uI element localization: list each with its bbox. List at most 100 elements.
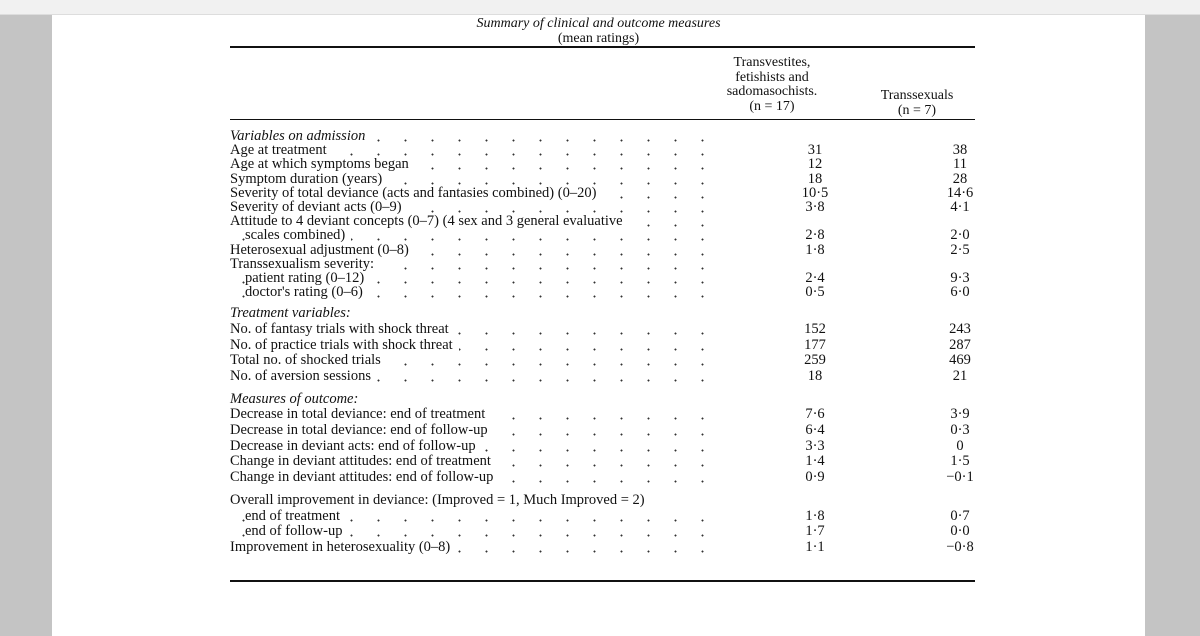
- row-label: Change in deviant attitudes: end of foll…: [230, 469, 500, 486]
- value-transvestites: 259: [804, 352, 826, 369]
- table-row: Age at treatment 31 38: [230, 142, 975, 159]
- row-label: Total no. of shocked trials: [230, 353, 387, 370]
- column-header-transvestites: Transvestites, fetishists and sadomasoch…: [702, 55, 842, 114]
- value-transsexuals: 3·9: [950, 406, 970, 423]
- table-row: Decrease in total deviance: end of follo…: [230, 422, 975, 439]
- viewer-toolbar: [0, 0, 1200, 15]
- row-label: No. of fantasy trials with shock threat: [230, 321, 455, 338]
- row-label: patient rating (0–12): [245, 271, 371, 285]
- row-label: Improvement in heterosexuality (0–8): [230, 539, 457, 556]
- table-row: No. of fantasy trials with shock threat 1…: [230, 320, 975, 338]
- table-row: Decrease in total deviance: end of treat…: [230, 406, 975, 424]
- value-transsexuals: 0: [956, 437, 964, 454]
- table-body: Variables on admission Age at treatment 31…: [230, 129, 975, 556]
- value-transsexuals: 243: [949, 320, 971, 337]
- table-row: Total no. of shocked trials 259 469: [230, 352, 975, 370]
- value-transvestites: 177: [804, 336, 826, 353]
- value-transsexuals: 38: [952, 142, 968, 159]
- row-label: No. of aversion sessions: [230, 368, 377, 385]
- section-heading-text: Variables on admission: [230, 129, 372, 143]
- top-rule: [230, 46, 975, 48]
- value-transvestites: 6·4: [805, 422, 825, 439]
- table-row: No. of aversion sessions 18 21: [230, 368, 975, 385]
- bottom-rule: [230, 580, 975, 582]
- row-label: Change in deviant attitudes: end of trea…: [230, 454, 497, 471]
- table-row: end of follow-up 1·7 0·0: [230, 523, 975, 540]
- table-row: end of treatment 1·8 0·7: [230, 507, 975, 525]
- section-heading: Treatment variables:: [230, 306, 975, 322]
- value-transsexuals: 0·7: [950, 507, 970, 524]
- table-row: Overall improvement in deviance: (Improv…: [230, 492, 975, 509]
- dot-leader: [230, 508, 705, 525]
- table-row: Transsexualism severity:: [230, 256, 975, 271]
- value-transsexuals: 14·6: [946, 184, 974, 201]
- header-line: Transvestites,: [733, 55, 811, 70]
- value-transsexuals: 28: [952, 170, 968, 187]
- value-transvestites: 10·5: [801, 184, 829, 201]
- table-row: Decrease in deviant acts: end of follow-…: [230, 438, 975, 455]
- value-transsexuals: 0·3: [950, 422, 970, 439]
- section-heading: Measures of outcome:: [230, 391, 975, 408]
- table-row: Severity of deviant acts (0–9) 3·8 4·1: [230, 200, 975, 214]
- table-subtitle: (mean ratings): [557, 31, 640, 46]
- table-row: scales combined) 2·8 2·0: [230, 228, 975, 243]
- value-transvestites: 18: [807, 368, 823, 384]
- row-label: No. of practice trials with shock threat: [230, 337, 459, 354]
- row-label: Overall improvement in deviance: (Improv…: [230, 492, 651, 509]
- table-title: Summary of clinical and outcome measures: [476, 16, 721, 31]
- value-transsexuals: 21: [952, 368, 968, 384]
- table-row: Age at which symptoms began 12 11: [230, 156, 975, 173]
- row-label: Transsexualism severity:: [230, 256, 381, 271]
- value-transvestites: 1·7: [805, 523, 825, 540]
- value-transsexuals: 1·5: [950, 453, 970, 470]
- value-transvestites: 12: [807, 156, 823, 173]
- value-transvestites: 31: [807, 142, 823, 159]
- value-transvestites: 18: [807, 170, 823, 187]
- value-transsexuals: 2·5: [950, 241, 970, 258]
- row-label: Severity of deviant acts (0–9): [230, 200, 408, 214]
- row-label: Severity of total deviance (acts and fan…: [230, 185, 603, 200]
- table-row: patient rating (0–12) 2·4 9·3: [230, 271, 975, 285]
- value-transvestites: 3·8: [805, 198, 825, 215]
- table-row: doctor's rating (0–6) 0·5 6·0: [230, 285, 975, 299]
- document-page: Summary of clinical and outcome measures…: [52, 15, 1145, 636]
- value-transsexuals: 11: [953, 156, 967, 173]
- table-row: Improvement in heterosexuality (0–8) 1·1 −…: [230, 538, 975, 556]
- value-transsexuals: 0·0: [950, 523, 970, 540]
- value-transvestites: 1·1: [805, 538, 825, 555]
- header-line: sadomasochists.: [726, 84, 818, 99]
- table-row: Change in deviant attitudes: end of trea…: [230, 454, 975, 471]
- value-transvestites: 7·6: [805, 406, 825, 423]
- column-header-transsexuals: Transsexuals (n = 7): [842, 88, 992, 118]
- value-transvestites: 2·4: [805, 269, 825, 286]
- table-row: No. of practice trials with shock threat…: [230, 336, 975, 354]
- table-row: Heterosexual adjustment (0–8) 1·8 2·5: [230, 241, 975, 258]
- header-rule: [230, 119, 975, 120]
- value-transsexuals: 287: [949, 336, 971, 353]
- value-transvestites: 152: [804, 320, 826, 337]
- dot-leader: [230, 524, 705, 540]
- row-label: Decrease in total deviance: end of follo…: [230, 422, 494, 439]
- header-line: fetishists and: [735, 69, 809, 85]
- value-transvestites: 1·8: [805, 241, 825, 258]
- value-transsexuals: 469: [949, 352, 971, 369]
- table-row: Attitude to 4 deviant concepts (0–7) (4 …: [230, 214, 975, 228]
- section-heading-text: Treatment variables:: [230, 306, 357, 322]
- header-line: (n = 17): [749, 98, 795, 114]
- row-label: Heterosexual adjustment (0–8): [230, 242, 415, 257]
- value-transvestites: 1·8: [805, 507, 825, 524]
- value-transsexuals: −0·1: [946, 469, 974, 486]
- value-transvestites: 0·9: [805, 469, 825, 486]
- section-heading-text: Measures of outcome:: [230, 391, 365, 408]
- section-heading: Variables on admission: [230, 129, 975, 143]
- row-label: doctor's rating (0–6): [245, 285, 369, 299]
- row-label: Decrease in deviant acts: end of follow-…: [230, 438, 482, 455]
- row-label: Symptom duration (years): [230, 171, 389, 186]
- row-label: Decrease in total deviance: end of treat…: [230, 407, 492, 424]
- value-transsexuals: 9·3: [950, 269, 970, 286]
- row-label: end of treatment: [245, 508, 347, 525]
- table-row: Change in deviant attitudes: end of foll…: [230, 469, 975, 486]
- table-row: Severity of total deviance (acts and fan…: [230, 184, 975, 201]
- row-label: Age at treatment: [230, 143, 333, 158]
- row-label: end of follow-up: [245, 523, 349, 540]
